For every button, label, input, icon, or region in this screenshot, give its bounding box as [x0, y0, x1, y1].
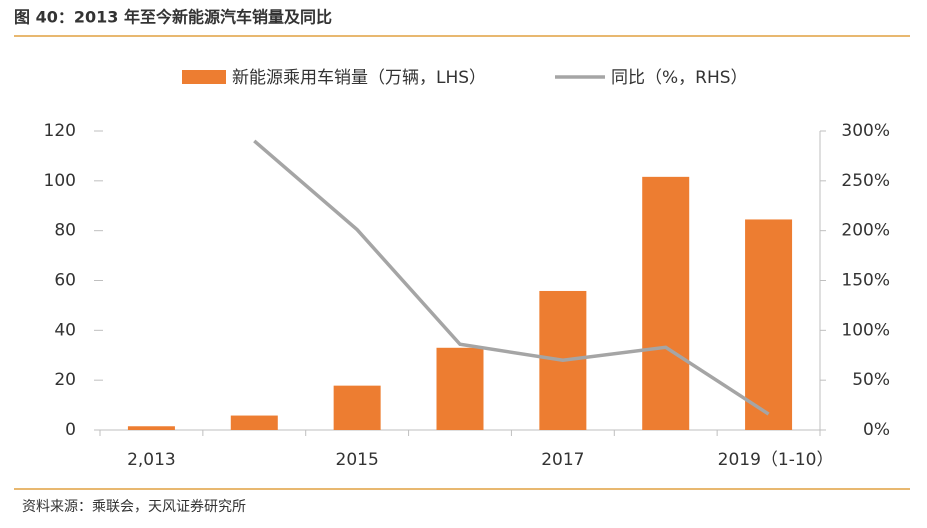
- bar: [127, 426, 175, 430]
- y2-tick-label: 200%: [841, 221, 890, 241]
- line: [253, 139, 770, 416]
- y-tick-label: 0: [65, 420, 76, 440]
- legend-label: 同比（%，RHS）: [611, 68, 748, 88]
- source: 资料来源：乘联会，天风证券研究所: [22, 499, 246, 515]
- y2-tick-label: 250%: [841, 171, 890, 191]
- chart-title: 图 40：2013 年至今新能源汽车销量及同比: [14, 8, 332, 27]
- bar: [436, 347, 484, 430]
- x-tick-label: 2017: [541, 450, 584, 470]
- y2-tick-label: 50%: [852, 370, 890, 390]
- y-tick-label: 40: [54, 320, 76, 340]
- y-tick-label: 80: [54, 221, 76, 241]
- y-tick-label: 20: [54, 370, 76, 390]
- x-tick-label: 2,013: [127, 450, 176, 470]
- y2-tick-label: 0%: [863, 420, 890, 440]
- x-tick-label: 2015: [336, 450, 379, 470]
- x-tick-label: 2019（1-10）: [718, 450, 834, 470]
- legend-label: 新能源乘用车销量（万辆，LHS）: [232, 68, 486, 88]
- y-tick-label: 60: [54, 271, 76, 291]
- bar: [333, 385, 381, 430]
- y-tick-label: 100: [44, 171, 76, 191]
- legend-swatch: [182, 70, 226, 84]
- y2-tick-label: 100%: [841, 320, 890, 340]
- y-tick-label: 120: [44, 121, 76, 141]
- bar: [642, 176, 690, 430]
- bar: [745, 219, 793, 430]
- y2-tick-label: 150%: [841, 271, 890, 291]
- bar: [230, 415, 278, 430]
- y2-tick-label: 300%: [841, 121, 890, 141]
